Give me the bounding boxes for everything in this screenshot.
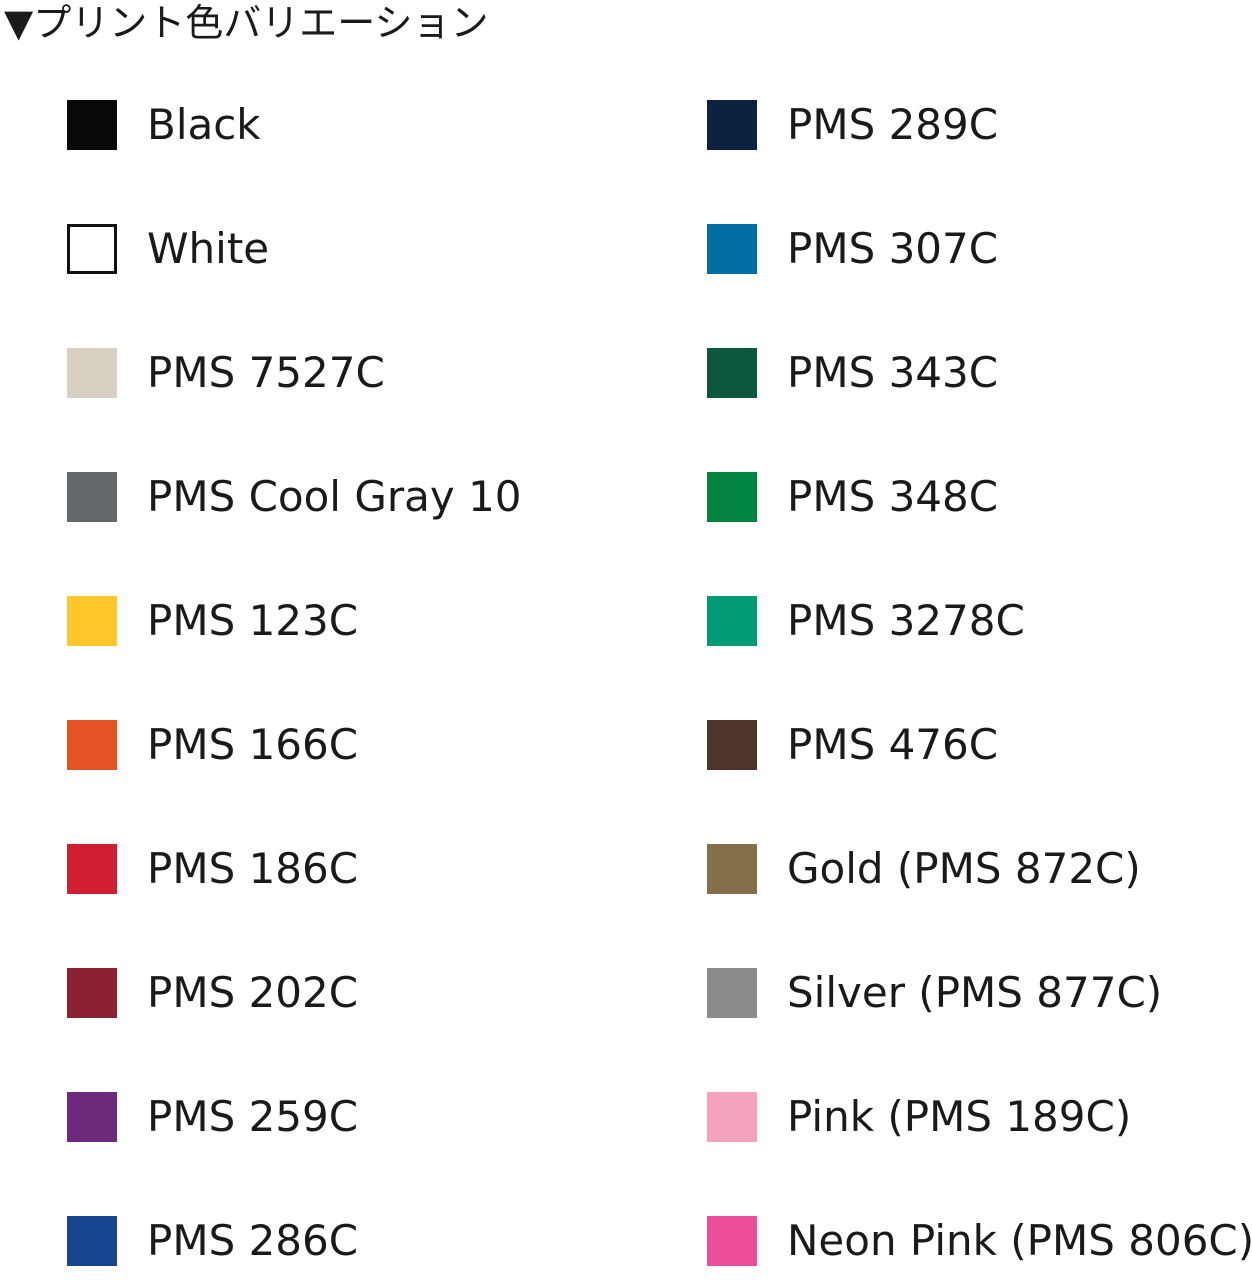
color-swatch: [707, 348, 757, 398]
color-item: PMS 286C: [67, 1216, 358, 1266]
color-name: PMS 289C: [787, 100, 999, 149]
color-name: Pink (PMS 189C): [787, 1092, 1132, 1141]
color-item: Black: [67, 100, 261, 150]
color-name: PMS 259C: [147, 1092, 359, 1141]
color-item: PMS 348C: [707, 472, 998, 522]
color-swatch: [707, 472, 757, 522]
color-item: PMS 7527C: [67, 348, 385, 398]
color-swatch: [67, 472, 117, 522]
color-name: PMS 3278C: [787, 596, 1025, 645]
color-name: PMS 348C: [787, 472, 999, 521]
color-item: PMS 259C: [67, 1092, 358, 1142]
color-name: PMS 476C: [787, 720, 999, 769]
color-swatch: [707, 968, 757, 1018]
color-name: PMS 307C: [787, 224, 999, 273]
color-name: PMS 202C: [147, 968, 359, 1017]
color-swatch: [67, 224, 117, 274]
color-name: PMS 7527C: [147, 348, 385, 397]
color-item: PMS 307C: [707, 224, 998, 274]
color-name: Black: [147, 100, 261, 149]
color-swatch: [67, 100, 117, 150]
color-item: PMS 202C: [67, 968, 358, 1018]
color-name: PMS 123C: [147, 596, 359, 645]
color-swatch: [707, 596, 757, 646]
color-name: PMS Cool Gray 10: [147, 472, 522, 521]
color-item: PMS 3278C: [707, 596, 1025, 646]
color-swatch: [707, 720, 757, 770]
color-swatch: [707, 844, 757, 894]
color-item: PMS Cool Gray 10: [67, 472, 522, 522]
color-item: Gold (PMS 872C): [707, 844, 1141, 894]
color-name: Gold (PMS 872C): [787, 844, 1141, 893]
color-name: PMS 166C: [147, 720, 359, 769]
color-swatch: [67, 1092, 117, 1142]
color-item: White: [67, 224, 269, 274]
color-swatch: [67, 844, 117, 894]
color-item: Silver (PMS 877C): [707, 968, 1162, 1018]
color-swatch: [67, 348, 117, 398]
color-name: White: [147, 224, 270, 273]
color-item: PMS 166C: [67, 720, 358, 770]
color-swatch: [707, 100, 757, 150]
color-name: PMS 343C: [787, 348, 999, 397]
color-name: Silver (PMS 877C): [787, 968, 1163, 1017]
color-item: PMS 289C: [707, 100, 998, 150]
color-name: PMS 186C: [147, 844, 359, 893]
color-item: PMS 476C: [707, 720, 998, 770]
section-title: ▼プリント色バリエーション: [4, 1, 489, 45]
color-swatch: [67, 968, 117, 1018]
color-swatch: [707, 224, 757, 274]
color-swatch: [707, 1092, 757, 1142]
color-item: Pink (PMS 189C): [707, 1092, 1131, 1142]
color-swatch: [67, 596, 117, 646]
color-swatch: [707, 1216, 757, 1266]
color-name: PMS 286C: [147, 1216, 359, 1265]
color-name: Neon Pink (PMS 806C): [787, 1216, 1252, 1265]
color-item: Neon Pink (PMS 806C): [707, 1216, 1252, 1266]
color-item: PMS 123C: [67, 596, 358, 646]
color-item: PMS 186C: [67, 844, 358, 894]
color-item: PMS 343C: [707, 348, 998, 398]
color-swatch: [67, 1216, 117, 1266]
color-swatch: [67, 720, 117, 770]
